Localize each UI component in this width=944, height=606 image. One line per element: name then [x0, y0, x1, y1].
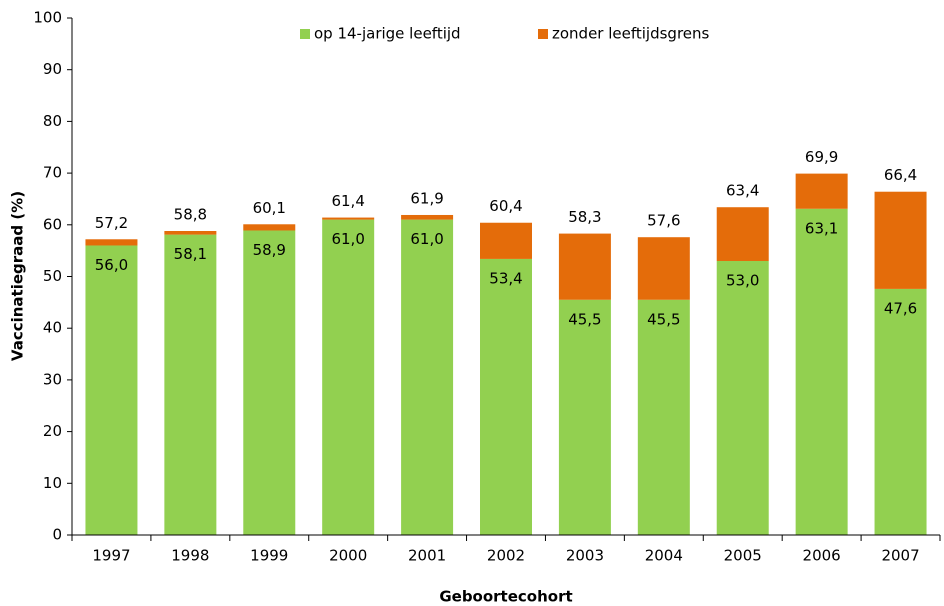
bar-segment	[874, 288, 927, 535]
value-label: 58,1	[174, 245, 207, 263]
bar-segment	[243, 230, 296, 535]
bar-segment	[637, 299, 690, 535]
total-label: 60,4	[489, 197, 522, 215]
bar-segment	[164, 231, 217, 235]
y-tick-label: 90	[43, 60, 62, 78]
x-tick-label: 2002	[487, 547, 525, 565]
y-tick-label: 30	[43, 370, 62, 388]
bar-segment	[874, 191, 927, 289]
bar-segment	[637, 237, 690, 300]
legend-swatch	[538, 29, 548, 39]
y-tick-label: 20	[43, 422, 62, 440]
bar-segment	[558, 233, 611, 300]
total-label: 66,4	[884, 166, 917, 184]
value-label: 58,9	[253, 241, 286, 259]
value-label: 45,5	[647, 310, 680, 328]
legend-label: op 14-jarige leeftijd	[314, 25, 461, 43]
bar-segment	[243, 224, 296, 231]
bar-segment	[85, 239, 138, 246]
x-tick-label: 2007	[881, 547, 919, 565]
y-tick-label: 0	[52, 526, 62, 544]
x-axis-title: Geboortecohort	[439, 588, 572, 606]
bar-segment	[401, 214, 454, 220]
legend-label: zonder leeftijdsgrens	[552, 25, 710, 43]
total-label: 57,2	[95, 214, 128, 232]
bar-segment	[322, 217, 375, 220]
total-label: 58,8	[174, 206, 207, 224]
y-tick-label: 40	[43, 319, 62, 337]
bar-segment	[480, 258, 532, 535]
bar-segment	[795, 173, 848, 209]
y-tick-label: 60	[43, 215, 62, 233]
bar-segment	[322, 219, 375, 535]
value-label: 45,5	[568, 310, 601, 328]
value-label: 56,0	[95, 256, 128, 274]
x-tick-label: 2003	[566, 547, 604, 565]
x-tick-label: 2001	[408, 547, 446, 565]
value-label: 61,0	[410, 230, 443, 248]
value-label: 53,4	[489, 269, 522, 287]
y-axis-title: Vaccinatiegraad (%)	[9, 191, 27, 361]
x-tick-label: 2006	[803, 547, 841, 565]
bar-segment	[795, 208, 848, 535]
total-label: 60,1	[253, 199, 286, 217]
total-label: 63,4	[726, 182, 759, 200]
x-tick-label: 1997	[92, 547, 130, 565]
y-tick-label: 80	[43, 112, 62, 130]
total-label: 57,6	[647, 212, 680, 230]
total-label: 58,3	[568, 208, 601, 226]
bar-segment	[716, 207, 769, 261]
total-label: 69,9	[805, 148, 838, 166]
bar-segment	[558, 299, 611, 535]
x-tick-label: 2004	[645, 547, 683, 565]
y-tick-label: 70	[43, 164, 62, 182]
y-tick-label: 50	[43, 267, 62, 285]
value-label: 63,1	[805, 219, 838, 237]
bar-segment	[85, 245, 138, 536]
total-label: 61,9	[410, 189, 443, 207]
x-tick-label: 2000	[329, 547, 367, 565]
bar-segment	[480, 222, 532, 259]
total-label: 61,4	[331, 192, 364, 210]
bar-segment	[401, 219, 454, 535]
x-tick-label: 2005	[724, 547, 762, 565]
y-tick-label: 10	[43, 474, 62, 492]
legend-swatch	[300, 29, 310, 39]
x-tick-label: 1998	[171, 547, 209, 565]
value-label: 53,0	[726, 271, 759, 289]
y-tick-label: 100	[33, 9, 62, 27]
value-label: 61,0	[331, 230, 364, 248]
bar-segment	[716, 260, 769, 535]
x-tick-label: 1999	[250, 547, 288, 565]
bar-segment	[164, 234, 217, 536]
value-label: 47,6	[884, 299, 917, 317]
